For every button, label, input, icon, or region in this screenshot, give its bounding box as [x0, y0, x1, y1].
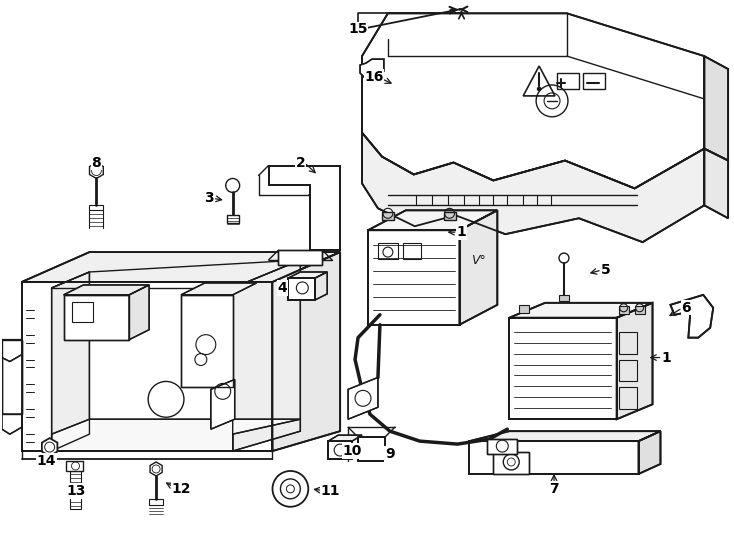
Bar [65, 461, 84, 471]
Bar [635, 306, 644, 314]
Polygon shape [181, 283, 257, 295]
Polygon shape [358, 437, 385, 461]
Polygon shape [348, 377, 378, 419]
Polygon shape [368, 230, 459, 325]
Polygon shape [328, 435, 362, 441]
Polygon shape [509, 318, 617, 419]
Polygon shape [470, 431, 661, 441]
Polygon shape [670, 295, 713, 338]
Polygon shape [150, 462, 162, 476]
Polygon shape [617, 303, 653, 419]
Polygon shape [2, 340, 22, 414]
Text: 14: 14 [37, 454, 57, 468]
Bar [378, 243, 398, 259]
Text: 10: 10 [342, 444, 362, 458]
Bar [619, 387, 636, 409]
Text: 8: 8 [92, 156, 101, 170]
Polygon shape [704, 56, 728, 160]
Polygon shape [233, 260, 300, 451]
Polygon shape [2, 340, 22, 361]
Polygon shape [288, 278, 316, 300]
Text: 15: 15 [349, 22, 368, 36]
Text: 2: 2 [296, 156, 305, 170]
Circle shape [537, 87, 541, 90]
Bar [557, 73, 579, 89]
Bar [71, 302, 93, 322]
Polygon shape [362, 14, 704, 188]
Polygon shape [328, 441, 352, 459]
Bar [559, 295, 569, 301]
Polygon shape [22, 252, 340, 282]
Bar [583, 73, 605, 89]
Polygon shape [90, 163, 103, 179]
Polygon shape [211, 380, 235, 429]
Polygon shape [64, 285, 149, 295]
Bar [227, 215, 239, 223]
Polygon shape [362, 133, 704, 242]
Text: 1: 1 [457, 225, 466, 239]
Text: 5: 5 [601, 263, 611, 277]
Polygon shape [459, 210, 498, 325]
Polygon shape [2, 414, 22, 434]
Text: 9: 9 [385, 447, 395, 461]
Polygon shape [181, 295, 233, 387]
Polygon shape [360, 59, 384, 79]
Polygon shape [22, 282, 272, 451]
Text: 7: 7 [549, 482, 559, 496]
Polygon shape [470, 441, 639, 474]
Text: V°: V° [471, 254, 486, 267]
Bar [443, 212, 456, 220]
Bar [403, 243, 421, 259]
Polygon shape [42, 438, 57, 456]
Text: 16: 16 [364, 70, 384, 84]
Polygon shape [64, 295, 129, 340]
Polygon shape [288, 272, 327, 278]
Polygon shape [278, 250, 322, 265]
Polygon shape [51, 419, 300, 451]
Polygon shape [51, 272, 90, 451]
Bar [519, 305, 529, 313]
Text: 4: 4 [277, 281, 287, 295]
Polygon shape [704, 148, 728, 218]
Text: 1: 1 [661, 350, 672, 365]
Polygon shape [639, 431, 661, 474]
Polygon shape [487, 439, 517, 454]
Bar [70, 471, 81, 509]
Polygon shape [493, 452, 529, 474]
Polygon shape [316, 272, 327, 300]
Text: 3: 3 [204, 191, 214, 205]
Bar [90, 205, 103, 210]
Polygon shape [129, 285, 149, 340]
Polygon shape [269, 166, 340, 250]
Polygon shape [368, 210, 498, 230]
Bar [619, 332, 636, 354]
Polygon shape [272, 252, 340, 451]
Polygon shape [509, 303, 653, 318]
Text: 12: 12 [171, 482, 191, 496]
Bar [619, 360, 636, 381]
Text: 11: 11 [321, 484, 340, 498]
Text: 6: 6 [682, 301, 691, 315]
Bar [382, 212, 394, 220]
Bar [619, 306, 628, 314]
Text: 13: 13 [67, 484, 86, 498]
Bar [149, 499, 163, 505]
